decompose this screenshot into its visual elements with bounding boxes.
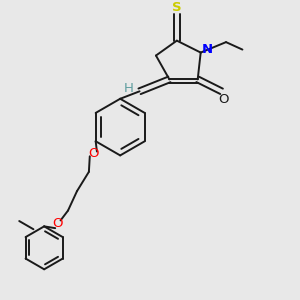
Text: H: H <box>124 82 134 95</box>
Text: N: N <box>202 43 213 56</box>
Text: O: O <box>218 93 228 106</box>
Text: O: O <box>52 218 63 230</box>
Text: S: S <box>172 1 182 14</box>
Text: O: O <box>88 147 99 161</box>
